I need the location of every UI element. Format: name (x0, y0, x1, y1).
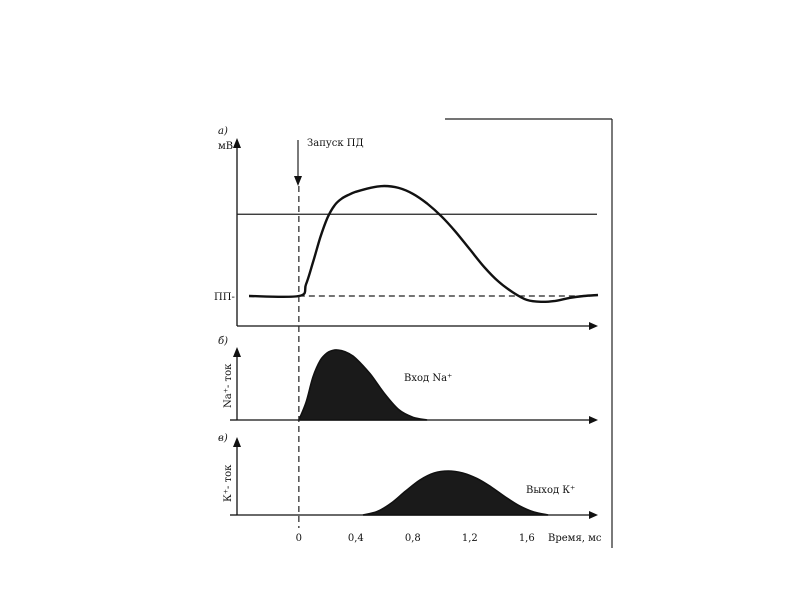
panel-b-x-arrowhead (589, 416, 598, 424)
potassium-current-area (362, 470, 549, 516)
panel-a-label: а) (218, 126, 228, 137)
panel-c-label: в) (218, 433, 228, 444)
panel-a-y-arrowhead (233, 138, 241, 148)
panel-a-ylabel: мВ (218, 141, 233, 152)
resting-potential-label: ПП- (214, 292, 235, 303)
action-potential-curve (248, 184, 599, 304)
x-tick-label: 0 (296, 533, 302, 544)
x-tick-label: 0,4 (348, 533, 364, 544)
panel-a-membrane-potential: а) мВ ПП- Запуск ПД (214, 126, 599, 330)
potassium-exit-label: Выход К⁺ (526, 485, 575, 496)
panel-c-ylabel: К⁺- ток (223, 464, 234, 502)
panel-a-x-arrowhead (589, 322, 598, 330)
time-axis-label: Время, мс (548, 533, 602, 544)
x-tick-label: 1,2 (462, 533, 478, 544)
panel-b-sodium-current: б) Na⁺- ток Вход Na⁺ (218, 336, 598, 424)
panel-b-y-arrowhead (233, 347, 241, 357)
stimulus-arrow-head (294, 176, 302, 186)
sodium-current-area (297, 349, 428, 421)
sodium-entry-label: Вход Na⁺ (404, 373, 452, 384)
panel-b-ylabel: Na⁺- ток (223, 363, 234, 408)
panel-b-label: б) (218, 336, 228, 347)
time-axis-ticks: 0 0,4 0,8 1,2 1,6 (296, 533, 535, 544)
x-tick-label: 0,8 (405, 533, 421, 544)
panel-c-y-arrowhead (233, 437, 241, 447)
panel-c-x-arrowhead (589, 511, 598, 519)
panel-c-potassium-current: в) К⁺- ток Выход К⁺ (218, 433, 598, 519)
x-tick-label: 1,6 (519, 533, 535, 544)
stimulus-annotation: Запуск ПД (307, 138, 364, 149)
